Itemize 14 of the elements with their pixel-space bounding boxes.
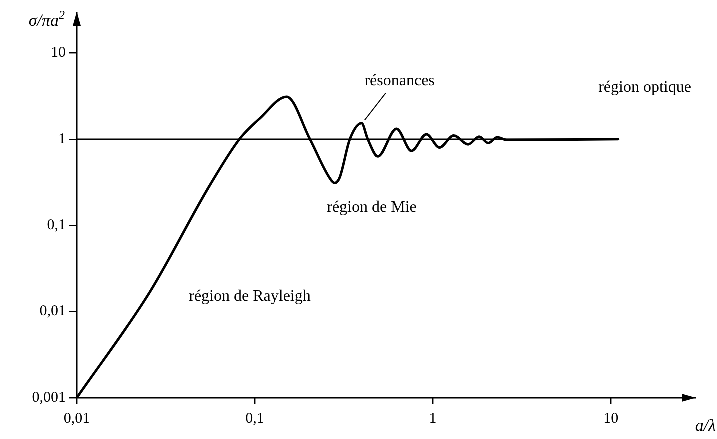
annotation: résonances <box>364 72 435 90</box>
y-tick-label: 1 <box>58 131 66 148</box>
annotation: région optique <box>598 79 692 96</box>
x-tick-label: 1 <box>429 410 437 427</box>
y-tick-label: 0,01 <box>40 304 66 320</box>
x-tick-label: 0,01 <box>64 410 90 427</box>
y-tick-label: 0,1 <box>47 218 66 234</box>
x-tick-label: 10 <box>604 410 619 427</box>
x-axis-title: a/λ <box>695 416 716 435</box>
x-tick-label: 0,1 <box>246 410 264 427</box>
annotation: région de Mie <box>327 199 417 216</box>
y-tick-label: 10 <box>51 45 66 62</box>
y-tick-label: 0,001 <box>32 390 66 406</box>
annotation: région de Rayleigh <box>189 288 311 306</box>
